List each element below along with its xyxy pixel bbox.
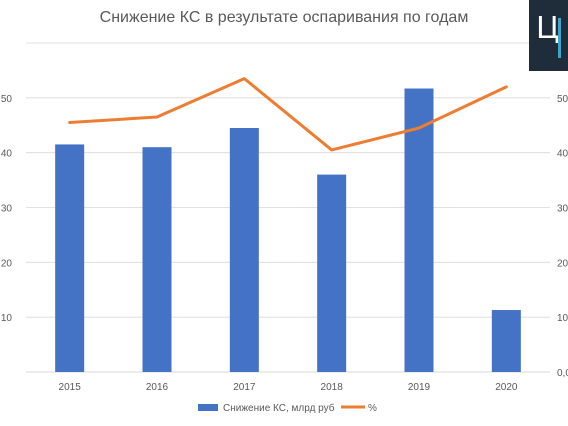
right-tick-label: 30	[557, 204, 568, 215]
bar	[317, 174, 347, 372]
left-tick-label: 50	[1, 94, 13, 105]
left-tick-label: 10	[1, 313, 13, 324]
left-tick-label: 40	[1, 149, 13, 160]
category-label: 2019	[408, 382, 431, 393]
chart-title: Снижение КС в результате оспаривания по …	[99, 9, 469, 26]
left-tick-label: 30	[1, 204, 13, 215]
left-tick-label: 20	[1, 258, 13, 269]
category-label: 2020	[495, 382, 518, 393]
right-tick-label: 20	[557, 258, 568, 269]
right-tick-label: 50	[557, 94, 568, 105]
category-label: 2017	[233, 382, 256, 393]
bar	[55, 144, 85, 372]
logo-letter: Ц	[536, 11, 560, 46]
category-label: 2016	[146, 382, 169, 393]
bar	[404, 88, 434, 373]
brand-logo: Ц	[529, 0, 568, 71]
logo-accent-bar	[558, 18, 561, 58]
category-label: 2018	[321, 382, 344, 393]
right-tick-label: 10	[557, 313, 568, 324]
legend-label-bar: Снижение КС, млрд руб	[223, 402, 335, 414]
right-tick-label: 0,0	[557, 368, 568, 379]
bar	[229, 127, 259, 372]
line-series-percent	[68, 77, 508, 152]
legend-swatch-bar	[198, 404, 218, 411]
legend-label-line: %	[368, 403, 377, 414]
category-label: 2015	[59, 382, 82, 393]
bar	[142, 147, 172, 372]
bar	[491, 310, 521, 372]
right-tick-label: 40	[557, 149, 568, 160]
